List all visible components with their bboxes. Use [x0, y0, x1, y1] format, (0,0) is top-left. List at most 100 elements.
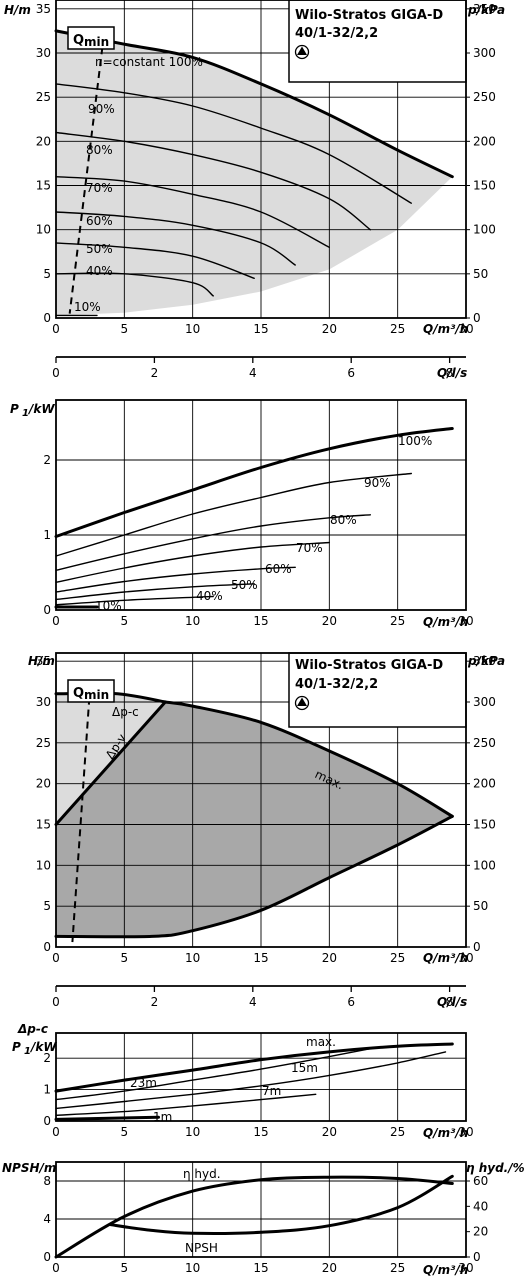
series-label: 40% — [86, 264, 113, 278]
x-tick-label: 20 — [322, 322, 337, 336]
speed-curve-80 — [55, 131, 371, 231]
frame — [55, 0, 467, 319]
npsh-curve — [109, 1174, 454, 1235]
series-label: 40% — [196, 589, 223, 603]
y-axis-label-sub: 1 — [24, 1046, 31, 1057]
y2-tick-label: 250 — [473, 736, 496, 750]
x-tick-label: 20 — [322, 951, 337, 965]
qmin-sub-label: min — [84, 688, 109, 702]
hq-control-chart: 0 5 10 15 20 25 300510152025303505010015020025… — [28, 652, 505, 965]
y2-tick-label: 0 — [473, 311, 481, 325]
power-dpc-curve-0 — [54, 1042, 454, 1093]
series-label: 70% — [296, 541, 323, 555]
operating-range-area — [56, 30, 453, 316]
x-tick-label: 0 — [52, 951, 60, 965]
series-label: 90% — [364, 476, 391, 490]
y-tick-label: 2 — [43, 453, 51, 467]
x-axis-label: Q/m³/h — [423, 1126, 468, 1140]
x-tick-label: 5 — [121, 614, 129, 628]
efficiency-label: η hyd. — [183, 1167, 221, 1181]
series-label: 23m — [130, 1076, 157, 1090]
qmin-line — [71, 685, 92, 943]
qmin-sub-label: min — [84, 35, 109, 49]
frame — [55, 1161, 467, 1258]
series-label: 90% — [88, 102, 115, 116]
y2-axis-label: p/kPa — [467, 3, 505, 17]
ls-tick-label: 2 — [151, 366, 159, 380]
series-label: 10% — [74, 300, 101, 314]
power-dpc-curve-2 — [55, 1051, 447, 1110]
x-tick-label: 10 — [185, 1261, 200, 1275]
power-curve-70 — [55, 541, 330, 583]
hq-speed-chart: 0 5 10 15 20 25 300510152025303505010015020025… — [4, 0, 505, 336]
series-label: max. — [306, 1035, 336, 1049]
x-tick-label: 25 — [390, 1261, 405, 1275]
series-label: 60% — [265, 562, 292, 576]
y-tick-label: 20 — [36, 777, 51, 791]
speed-curve-nconstant100 — [54, 29, 454, 179]
y2-tick-label: 150 — [473, 818, 496, 832]
control-curve-0 — [163, 700, 454, 818]
y-tick-label: 10 — [36, 858, 51, 872]
y-tick-label: 35 — [36, 2, 51, 16]
x-tick-label: 10 — [185, 1125, 200, 1139]
y-tick-label: 8 — [43, 1174, 51, 1188]
y-tick-label: 30 — [36, 695, 51, 709]
control-curve-2 — [54, 700, 167, 826]
x-tick-label: 15 — [253, 1261, 268, 1275]
x-tick-label: 5 — [121, 322, 129, 336]
y-tick-label: 25 — [36, 736, 51, 750]
ls-tick-label: 0 — [52, 366, 60, 380]
series-label: 80% — [86, 143, 113, 157]
x-tick-label: 30 — [458, 614, 473, 628]
qmin-label: Q — [73, 686, 84, 701]
speed-curve-60 — [55, 211, 296, 266]
power-curve-40 — [55, 595, 214, 606]
power-curve-90 — [55, 472, 412, 557]
pump-triangle-icon — [297, 697, 307, 706]
series-label: 70% — [86, 181, 113, 195]
control-curve-3 — [54, 814, 454, 939]
y-axis-label-unit: /kW — [29, 1040, 57, 1054]
speed-curve-90 — [55, 83, 412, 204]
y2-tick-label: 100 — [473, 223, 496, 237]
power-dpc-curve-3 — [55, 1093, 317, 1116]
x-tick-label: 5 — [121, 951, 129, 965]
y2-tick-label: 300 — [473, 46, 496, 60]
power-curve-100 — [54, 427, 454, 538]
x-tick-label: 25 — [390, 1125, 405, 1139]
power-curve-80 — [55, 514, 371, 571]
y2-tick-label: 200 — [473, 777, 496, 791]
series-label: 15m — [291, 1061, 318, 1075]
y-tick-label: 20 — [36, 134, 51, 148]
ls-tick-label: 8 — [446, 366, 454, 380]
y-tick-label: 0 — [43, 1114, 51, 1128]
series-label: 100% — [398, 434, 432, 448]
y2-axis-label: p/kPa — [467, 654, 505, 668]
series-label: n=constant 100% — [95, 55, 203, 69]
y-tick-label: 1 — [43, 1083, 51, 1097]
x-tick-label: 15 — [253, 614, 268, 628]
y-tick-label: 5 — [43, 899, 51, 913]
y2-tick-label: 100 — [473, 858, 496, 872]
control-range-area — [56, 702, 453, 937]
power-dpc-curve-4 — [54, 1115, 160, 1121]
x-tick-label: 30 — [458, 1261, 473, 1275]
series-label: 50% — [231, 578, 258, 592]
y2-tick-label: 300 — [473, 695, 496, 709]
qmin-label: Q — [73, 33, 84, 48]
x-tick-label: 15 — [253, 951, 268, 965]
chart-title: Wilo-Stratos GIGA-D — [295, 8, 443, 23]
series-label: 7m — [262, 1084, 281, 1098]
x-tick-label: 5 — [121, 1261, 129, 1275]
x-tick-label: 10 — [185, 951, 200, 965]
x-tick-label: 20 — [322, 1261, 337, 1275]
qmin-box — [67, 679, 115, 703]
series-label: 60% — [86, 214, 113, 228]
x-tick-label: 30 — [458, 1125, 473, 1139]
frame — [55, 1032, 467, 1122]
x-tick-label: 25 — [390, 614, 405, 628]
x-tick-label: 25 — [390, 951, 405, 965]
x-tick-label: 0 — [52, 1125, 60, 1139]
